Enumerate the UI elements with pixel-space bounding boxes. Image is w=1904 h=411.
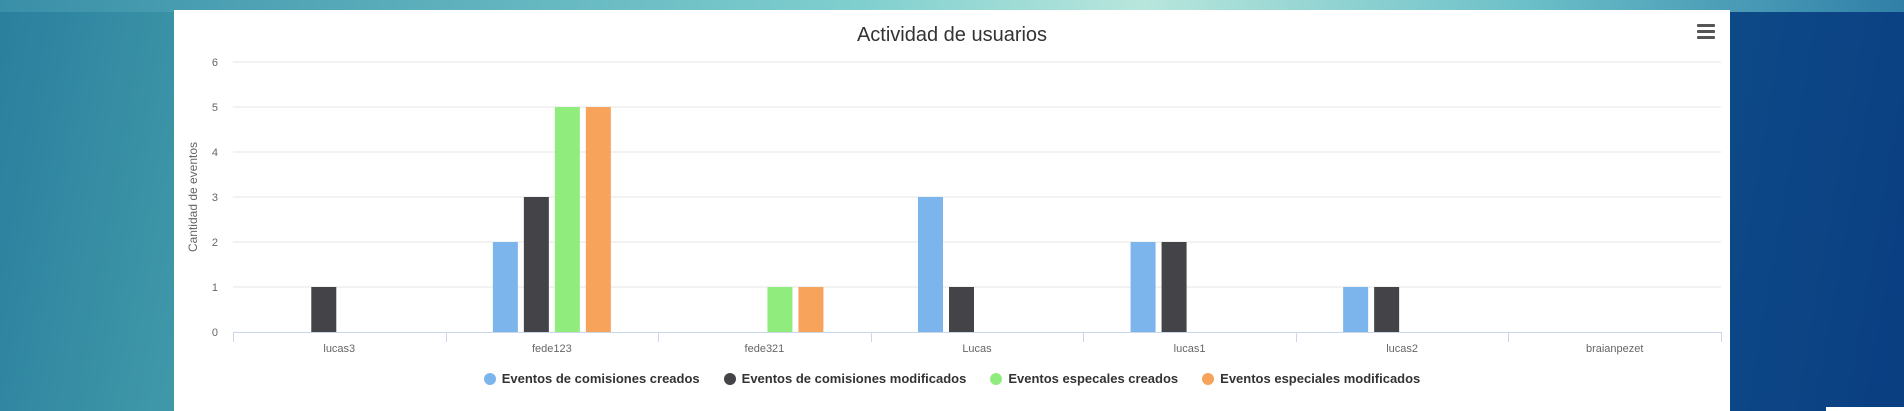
bar-eventos-especiales-modificados	[798, 287, 824, 332]
bar-eventos-de-comisiones-modificados	[949, 287, 974, 332]
legend-item[interactable]: Eventos de comisiones creados	[483, 371, 700, 386]
background-glow	[0, 0, 1904, 12]
x-tick-label: lucas3	[323, 343, 355, 355]
hamburger-menu-icon[interactable]	[1696, 24, 1716, 42]
bar-eventos-de-comisiones-modificados	[311, 287, 337, 332]
corner-tab	[1826, 407, 1904, 411]
x-tick-label: fede321	[745, 343, 785, 355]
bar-eventos-de-comisiones-creados	[918, 197, 943, 332]
y-tick-label: 4	[212, 147, 218, 159]
y-tick-label: 6	[212, 57, 218, 69]
bar-eventos-de-comisiones-creados	[1343, 287, 1369, 332]
legend-marker	[1202, 372, 1215, 385]
legend-marker	[483, 372, 496, 385]
bar-eventos-de-comisiones-modificados	[1161, 242, 1187, 332]
legend-item[interactable]: Eventos especales creados	[990, 371, 1178, 386]
legend-marker	[723, 372, 736, 385]
y-tick-label: 3	[212, 192, 218, 204]
legend-label: Eventos especales creados	[1008, 371, 1179, 386]
y-tick-label: 0	[212, 327, 218, 339]
bar-eventos-especales-creados	[767, 287, 793, 332]
x-tick-label: lucas2	[1386, 343, 1418, 355]
legend-marker	[990, 372, 1003, 385]
x-tick-label: Lucas	[962, 343, 992, 355]
bar-eventos-de-comisiones-creados	[492, 242, 518, 332]
legend-item[interactable]: Eventos especiales modificados	[1202, 371, 1420, 386]
y-tick-label: 5	[212, 102, 218, 114]
bar-eventos-especiales-modificados	[585, 107, 611, 332]
legend-label: Eventos especiales modificados	[1220, 371, 1421, 386]
y-tick-label: 1	[212, 282, 218, 294]
chart-container: Actividad de usuarios 0 1 2 3 4 5 6 Cantidad de…	[174, 10, 1730, 411]
chart-title: Actividad de usuarios	[856, 24, 1048, 46]
legend-label: Eventos de comisiones modificados	[741, 371, 967, 386]
legend-label: Eventos de comisiones creados	[501, 371, 700, 386]
bar-chart: 0 1 2 3 4 5 6 Cantidad de eventos lucas3 fede123 f…	[186, 57, 1722, 355]
y-axis-title: Cantidad de eventos	[186, 142, 200, 252]
bar-eventos-de-comisiones-creados	[1130, 242, 1156, 332]
x-tick-label: fede123	[532, 343, 572, 355]
chart-legend: Eventos de comisiones creados Eventos de …	[174, 371, 1730, 386]
legend-item[interactable]: Eventos de comisiones modificados	[723, 371, 967, 386]
x-tick-label: lucas1	[1174, 343, 1206, 355]
bar-eventos-de-comisiones-modificados	[523, 197, 549, 332]
y-tick-label: 2	[212, 237, 218, 249]
bar-eventos-de-comisiones-modificados	[1374, 287, 1400, 332]
x-tick-label: braianpezet	[1586, 343, 1644, 355]
bar-eventos-especales-creados	[554, 107, 580, 332]
